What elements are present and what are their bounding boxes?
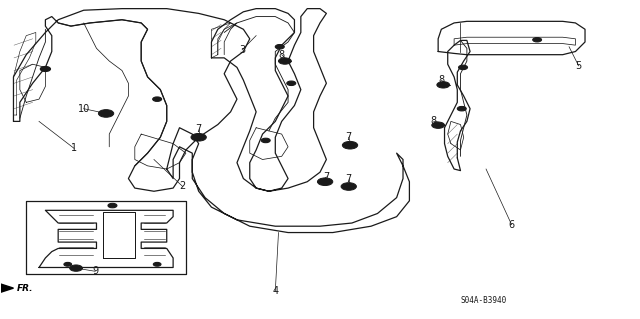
- Circle shape: [437, 82, 450, 88]
- Polygon shape: [0, 279, 13, 297]
- Text: S04A-B3940: S04A-B3940: [461, 296, 507, 305]
- Text: 1: 1: [71, 143, 77, 153]
- Circle shape: [287, 81, 296, 85]
- Text: 7: 7: [346, 174, 352, 183]
- Text: 7: 7: [196, 124, 202, 134]
- Text: 8: 8: [431, 116, 436, 126]
- Circle shape: [278, 58, 291, 64]
- Circle shape: [275, 45, 284, 49]
- Text: 7: 7: [323, 172, 330, 182]
- Circle shape: [317, 178, 333, 186]
- Circle shape: [341, 183, 356, 190]
- Text: FR.: FR.: [17, 284, 33, 293]
- Circle shape: [342, 141, 358, 149]
- Text: 8: 8: [278, 50, 285, 60]
- Text: 3: 3: [239, 45, 245, 55]
- Text: 9: 9: [92, 266, 99, 276]
- Circle shape: [40, 66, 51, 71]
- Circle shape: [459, 65, 467, 70]
- Text: 6: 6: [509, 219, 515, 230]
- Circle shape: [191, 133, 206, 141]
- Circle shape: [153, 97, 162, 101]
- Text: 2: 2: [180, 182, 186, 191]
- Circle shape: [261, 138, 270, 143]
- Circle shape: [99, 110, 114, 117]
- Text: 5: 5: [575, 61, 582, 71]
- Text: 7: 7: [346, 132, 352, 142]
- Circle shape: [432, 122, 445, 128]
- Circle shape: [532, 38, 541, 42]
- Circle shape: [64, 263, 72, 266]
- Text: 4: 4: [272, 286, 278, 296]
- Text: 10: 10: [77, 104, 90, 114]
- Circle shape: [108, 203, 117, 208]
- Circle shape: [154, 263, 161, 266]
- Circle shape: [70, 265, 83, 271]
- Text: 8: 8: [438, 75, 444, 85]
- Circle shape: [458, 107, 467, 111]
